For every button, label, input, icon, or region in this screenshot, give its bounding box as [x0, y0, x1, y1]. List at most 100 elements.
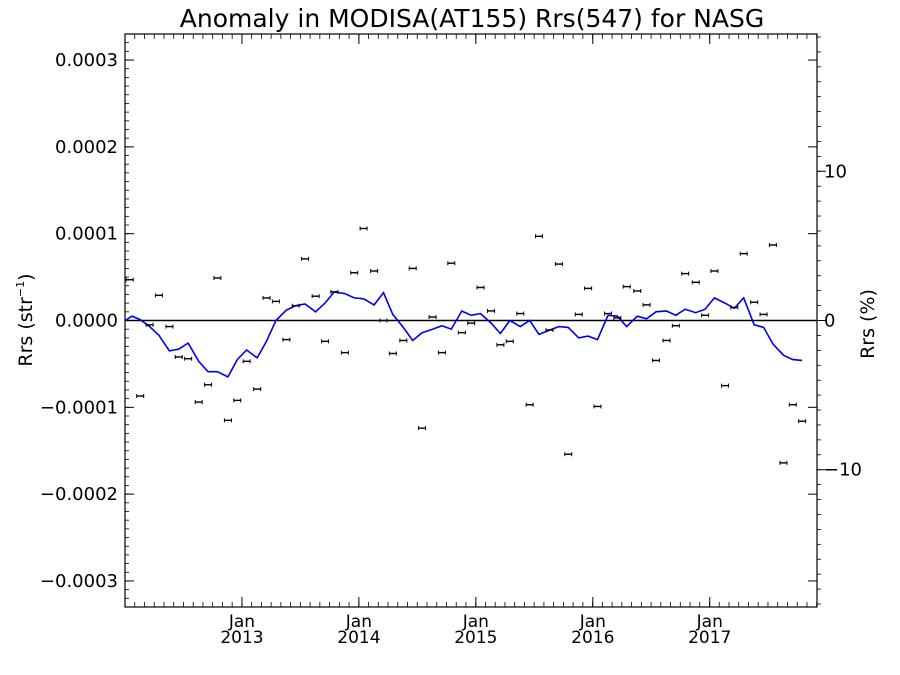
y-tick-label-5: −0.0002 — [40, 484, 118, 505]
data-point-23 — [350, 270, 359, 275]
data-point-22 — [340, 350, 349, 355]
data-point-37 — [487, 308, 496, 313]
x-tick-label-year-4: 2017 — [688, 628, 731, 648]
data-point-52 — [633, 288, 642, 293]
y-tick-label-3: 0.0000 — [55, 311, 118, 332]
data-point-17 — [291, 303, 300, 308]
data-point-20 — [320, 339, 329, 344]
data-point-67 — [779, 460, 788, 465]
data-point-3 — [154, 293, 163, 298]
data-point-49 — [604, 311, 613, 316]
data-point-30 — [418, 426, 427, 431]
data-point-9 — [213, 275, 222, 280]
x-tick-label-month-0: Jan — [228, 612, 255, 632]
data-point-57 — [681, 271, 690, 276]
x-tick-label-month-1: Jan — [345, 612, 372, 632]
data-point-58 — [691, 280, 700, 285]
y2-tick-label-2: −10 — [824, 460, 862, 481]
data-point-51 — [622, 284, 631, 289]
series-points-group — [125, 226, 807, 465]
data-point-32 — [437, 350, 446, 355]
y-axis-label-left-text: Rrs (str — [15, 297, 37, 367]
x-tick-label-month-3: Jan — [579, 612, 606, 632]
data-point-1 — [136, 394, 145, 399]
x-tick-label-year-0: 2013 — [220, 628, 263, 648]
data-point-12 — [242, 359, 251, 364]
y-tick-label-1: 0.0002 — [55, 137, 118, 158]
data-point-14 — [262, 295, 271, 300]
y-tick-label-2: 0.0001 — [55, 224, 118, 245]
data-point-26 — [379, 318, 388, 323]
data-point-69 — [798, 419, 807, 424]
data-point-47 — [584, 286, 593, 291]
y-tick-label-6: −0.0003 — [40, 571, 118, 592]
data-point-66 — [768, 242, 777, 247]
data-point-24 — [359, 226, 368, 231]
x-tick-label-month-4: Jan — [696, 612, 723, 632]
data-point-8 — [204, 382, 213, 387]
data-point-21 — [330, 289, 339, 294]
data-point-29 — [408, 266, 417, 271]
series-line-path — [124, 291, 803, 378]
data-point-44 — [554, 262, 563, 267]
data-point-13 — [253, 387, 262, 392]
data-point-31 — [428, 315, 437, 320]
data-point-16 — [282, 337, 291, 342]
x-tick-label-year-2: 2015 — [454, 628, 497, 648]
data-point-68 — [788, 402, 797, 407]
data-point-65 — [759, 312, 768, 317]
data-point-46 — [574, 312, 583, 317]
data-point-2 — [145, 322, 154, 327]
data-point-55 — [662, 338, 671, 343]
y-axis-label-left-close: ) — [15, 273, 37, 280]
y2-tick-label-0: 10 — [824, 161, 847, 182]
y-tick-label-0: 0.0003 — [55, 50, 118, 71]
data-point-35 — [467, 321, 476, 326]
data-point-42 — [535, 234, 544, 239]
data-point-28 — [399, 338, 408, 343]
data-point-40 — [516, 311, 525, 316]
data-point-63 — [739, 251, 748, 256]
y-tick-label-4: −0.0001 — [40, 397, 118, 418]
data-point-19 — [311, 294, 320, 299]
data-point-53 — [642, 302, 651, 307]
data-point-64 — [750, 300, 759, 305]
data-point-59 — [701, 313, 710, 318]
data-point-27 — [388, 351, 397, 356]
y-axis-label-left: Rrs (str−1) — [14, 273, 37, 366]
y-axis-label-right: Rrs (%) — [857, 289, 879, 359]
data-point-39 — [505, 339, 514, 344]
data-point-33 — [447, 261, 456, 266]
data-point-41 — [525, 402, 534, 407]
data-point-11 — [233, 398, 242, 403]
data-point-48 — [593, 404, 602, 409]
data-point-34 — [457, 330, 466, 335]
data-point-15 — [271, 299, 280, 304]
plot-axes — [124, 33, 818, 608]
data-point-56 — [671, 323, 680, 328]
data-point-25 — [370, 269, 379, 274]
axis-ticks — [124, 33, 826, 608]
svg-text:Rrs (str−1): Rrs (str−1) — [14, 273, 37, 366]
data-point-18 — [301, 256, 310, 261]
x-tick-label-year-3: 2016 — [571, 628, 614, 648]
data-point-7 — [194, 400, 203, 405]
data-point-4 — [165, 324, 174, 329]
data-point-6 — [184, 356, 193, 361]
data-point-10 — [223, 418, 232, 423]
y2-tick-label-1: 0 — [824, 311, 835, 332]
axis-tick-labels: 0.0003 0.0002 0.0001 0.0000 −0.0001 −0.0002 −0… — [40, 50, 862, 648]
data-point-50 — [613, 315, 622, 320]
data-point-36 — [476, 285, 485, 290]
chart-title: Anomaly in MODISA(AT155) Rrs(547) for NA… — [180, 4, 764, 33]
data-point-61 — [720, 383, 729, 388]
series-line-group — [124, 291, 803, 378]
x-tick-label-month-2: Jan — [462, 612, 489, 632]
data-point-43 — [545, 328, 554, 333]
x-tick-label-year-1: 2014 — [337, 628, 380, 648]
data-point-62 — [730, 305, 739, 310]
data-point-45 — [564, 452, 573, 457]
data-point-38 — [496, 342, 505, 347]
data-point-0 — [125, 277, 134, 282]
